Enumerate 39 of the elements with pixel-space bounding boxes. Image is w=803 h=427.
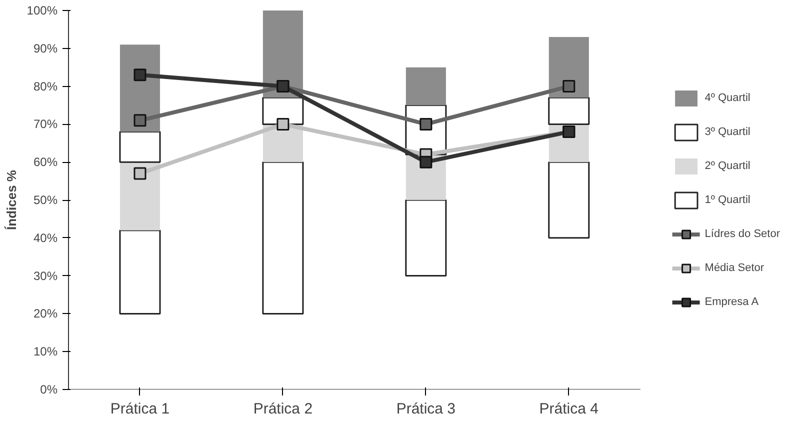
y-tick-label: 20% (33, 306, 58, 321)
legend-label: 2º Quartil (704, 160, 750, 172)
bar (548, 96, 590, 125)
legend-label: Lídres do Setor (704, 228, 780, 240)
x-tick-label: Prática 4 (539, 400, 598, 418)
y-axis-title: Índices % (4, 170, 19, 230)
bar (548, 161, 590, 239)
point (420, 156, 432, 168)
bar (548, 37, 589, 98)
legend-label: Empresa A (704, 296, 759, 308)
y-tick-label: 60% (33, 155, 58, 170)
x-tick-label: Prática 2 (253, 400, 313, 418)
bar (406, 67, 446, 106)
bar (120, 162, 160, 230)
y-tick-label: 70% (33, 117, 58, 132)
y-tick-label: 80% (33, 79, 58, 94)
legend-label: 3º Quartil (704, 126, 750, 138)
bar (119, 230, 161, 314)
point (134, 114, 146, 127)
y-tick-label: 90% (33, 41, 58, 56)
bar (262, 161, 304, 314)
y-tick-label: 0% (40, 382, 58, 396)
x-tick-label: Prática 1 (110, 400, 170, 418)
legend-label: 4º Quartil (704, 92, 750, 104)
bar (119, 131, 161, 163)
legend-label: Média Setor (704, 262, 764, 274)
point (134, 68, 146, 82)
bar (262, 96, 304, 125)
y-tick-label: 50% (33, 193, 58, 207)
point (276, 118, 290, 130)
point (134, 167, 146, 180)
y-tick-label: 30% (33, 268, 58, 283)
x-tick-label: Prática 3 (396, 400, 456, 418)
legend-label: 1º Quartil (704, 194, 750, 206)
y-tick-label: 10% (33, 344, 58, 359)
bar (405, 199, 447, 277)
y-tick-label: 100% (26, 4, 58, 18)
y-tick-label: 40% (33, 230, 58, 245)
point (562, 80, 576, 93)
